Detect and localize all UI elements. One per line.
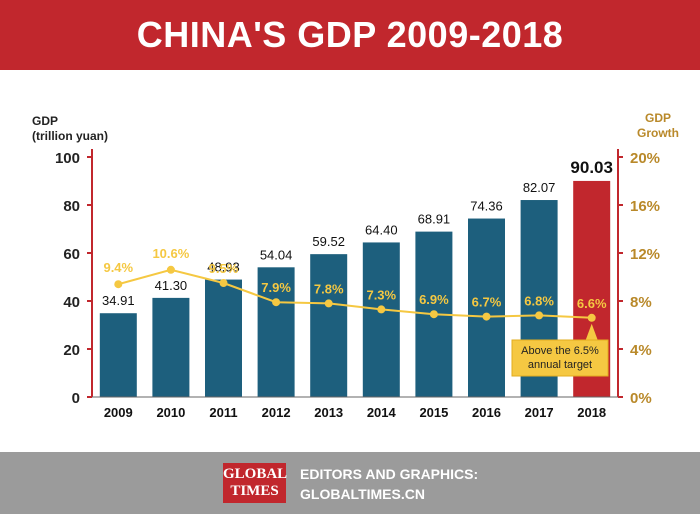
annotation-text: annual target [528,359,592,371]
x-tick-label: 2015 [419,405,448,420]
y-tick-label-left: 20 [63,342,80,359]
credit-line-2: GLOBALTIMES.CN [300,486,425,502]
growth-label: 6.8% [524,293,554,308]
y-tick-label-left: 100 [55,150,80,167]
x-tick-label: 2018 [577,405,606,420]
bar [257,267,295,397]
y-tick-label-right: 8% [630,294,652,311]
growth-label: 10.6% [152,246,189,261]
growth-point [219,279,228,287]
y-tick-label-left: 40 [63,294,80,311]
x-tick-label: 2012 [262,405,291,420]
y-tick-label-right: 12% [630,246,660,263]
growth-point [535,311,544,320]
global-times-logo: GLOBAL TIMES [223,463,288,503]
bar-value-label: 59.52 [312,234,345,249]
bar-value-label: 68.91 [418,212,451,227]
growth-point [272,298,281,307]
bar [205,279,242,397]
growth-point [166,265,175,274]
bar-value-label: 34.91 [102,293,135,308]
annotation-text: Above the 6.5% [521,345,599,357]
bar [99,313,137,397]
y-tick-label-right: 16% [630,198,660,215]
y-tick-label-right: 4% [630,342,652,359]
growth-label: 7.8% [314,281,344,296]
credit-line-1: EDITORS AND GRAPHICS: [300,466,479,482]
bar-value-label: 82.07 [523,180,556,195]
bar [152,297,190,397]
growth-point [587,313,596,322]
bar [468,218,505,397]
bar-value-label: 74.36 [470,199,503,214]
bar-value-label: 90.03 [570,158,613,177]
x-tick-label: 2014 [367,405,397,420]
growth-label: 7.3% [366,287,396,302]
bar [310,254,348,397]
growth-label: 6.7% [472,295,502,310]
bar-value-label: 64.40 [365,222,398,237]
x-tick-label: 2017 [525,405,554,420]
growth-point [324,299,333,308]
x-tick-label: 2013 [314,405,343,420]
logo-line-2: TIMES [230,483,279,499]
y-tick-label-left: 80 [63,198,80,215]
credit-text: EDITORS AND GRAPHICS: GLOBALTIMES.CN [300,464,478,504]
footer-bar: GLOBAL TIMES EDITORS AND GRAPHICS: GLOBA… [0,452,700,514]
growth-point [429,310,438,319]
gdp-chart: GDP(trillion yuan)GDPGrowth0204060801000… [0,70,700,452]
growth-label: 6.6% [577,296,607,311]
growth-point [482,312,491,321]
y-tick-label-right: 20% [630,150,660,167]
x-tick-label: 2009 [104,405,133,420]
bar-value-label: 54.04 [260,247,293,262]
annotation-pointer [585,323,598,340]
growth-label: 6.9% [419,292,449,307]
growth-point [114,280,123,289]
chart-title: CHINA'S GDP 2009-2018 [136,14,564,55]
logo-line-1: GLOBAL [223,466,288,482]
bar-value-label: 41.30 [155,278,188,293]
bar [362,242,400,397]
title-banner: CHINA'S GDP 2009-2018 [0,0,700,70]
growth-label: 9.5% [209,261,239,276]
x-tick-label: 2010 [156,405,185,420]
growth-point [377,305,386,314]
y-axis-right-label: Growth [637,126,679,140]
annotation-box [511,339,609,377]
y-axis-right-label: GDP [645,111,671,125]
bar-value-label: 48.93 [207,260,240,275]
x-tick-label: 2016 [472,405,501,420]
y-axis-left-label: (trillion yuan) [32,129,108,143]
y-tick-label-left: 0 [72,390,80,407]
y-tick-label-left: 60 [63,246,80,263]
x-tick-label: 2011 [209,405,237,420]
y-axis-left-label: GDP [32,114,58,128]
growth-label: 7.9% [261,280,291,295]
y-tick-label-right: 0% [630,390,652,407]
growth-label: 9.4% [103,260,133,275]
growth-line [118,268,592,319]
